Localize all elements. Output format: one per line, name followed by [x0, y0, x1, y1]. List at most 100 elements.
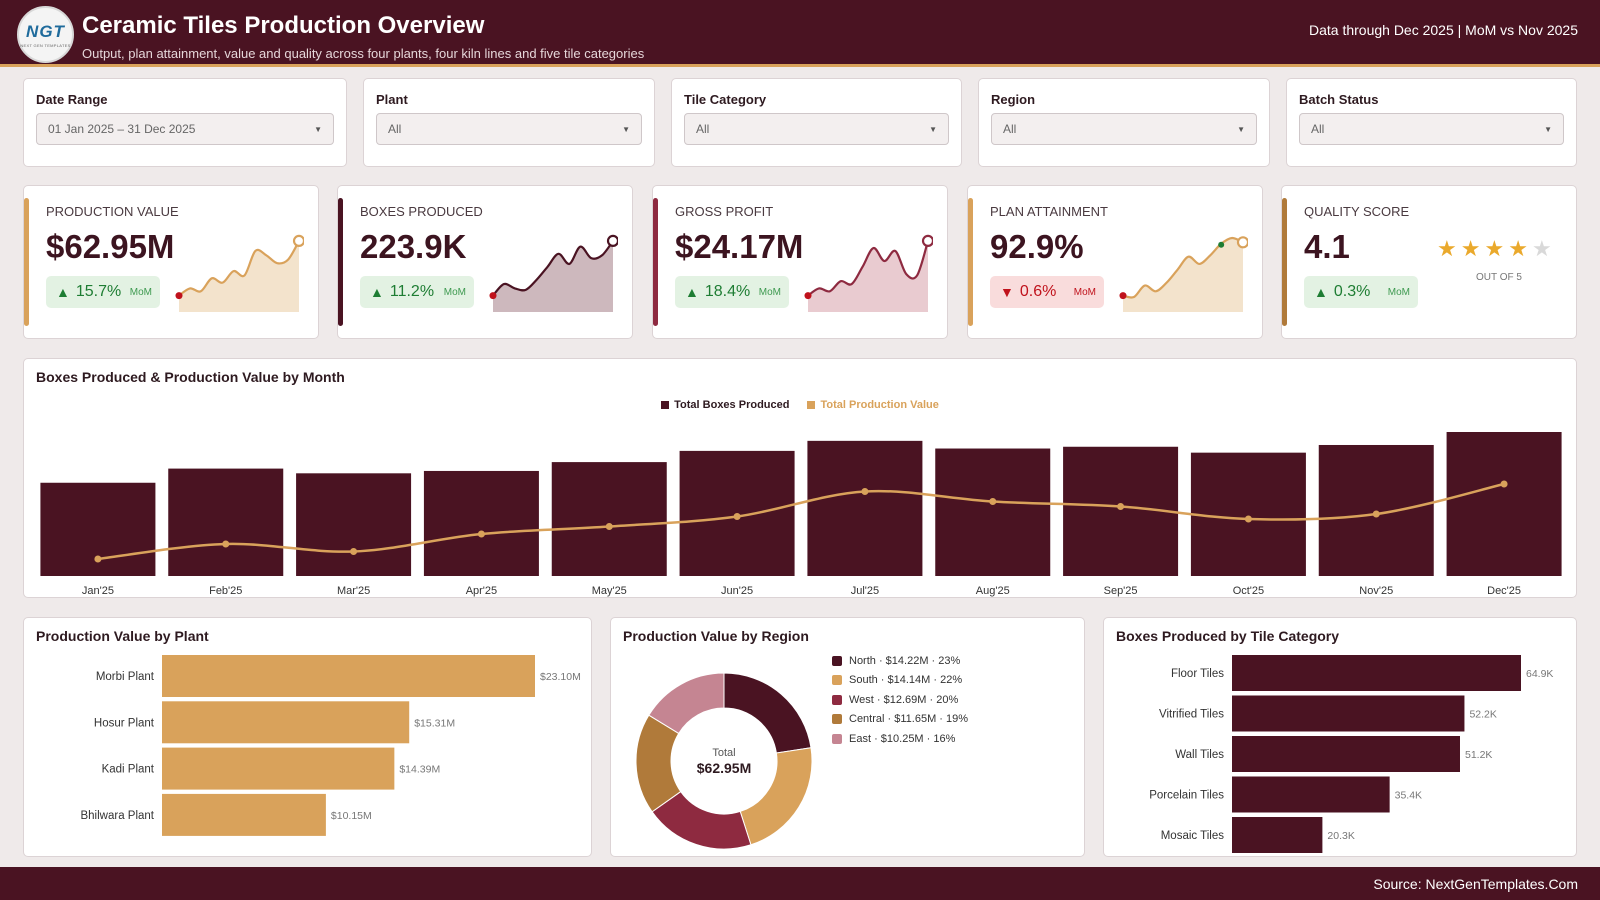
sparkline-chart: [175, 234, 304, 312]
kpi-compare: MoM: [1073, 286, 1096, 298]
caret-down-icon: ▼: [1544, 124, 1552, 134]
kpi-card-boxes-produced[interactable]: BOXES PRODUCED 223.9K ▲ 11.2% MoM: [337, 185, 633, 339]
value-point: [733, 513, 741, 520]
x-axis-tick-label: Sep'25: [1104, 585, 1138, 597]
arrow-down-icon: ▼: [1000, 284, 1014, 300]
legend-swatch: [832, 675, 842, 686]
star-icon: ★: [1437, 236, 1457, 261]
star-icon: ★: [1508, 236, 1528, 261]
legend-item[interactable]: South · $14.14M · 22%: [832, 671, 968, 691]
value-label: 52.2K: [1469, 709, 1496, 721]
dropdown-value: All: [696, 122, 710, 136]
x-axis-tick-label: May'25: [592, 585, 627, 597]
category-chart-panel: Boxes Produced by Tile Category Floor Ti…: [1103, 617, 1577, 857]
chart-title: Production Value by Plant: [36, 628, 209, 644]
kpi-value: $62.95M: [46, 228, 175, 265]
kpi-change: 0.6%: [1019, 283, 1057, 300]
category-label: Bhilwara Plant: [80, 810, 154, 822]
kpi-change: 15.7%: [75, 283, 122, 300]
month-bar: [551, 462, 667, 576]
category-label: Wall Tiles: [1175, 749, 1224, 761]
category-label: Mosaic Tiles: [1161, 830, 1225, 842]
kpi-accent-bar: [653, 198, 658, 326]
chart-legend: Total Boxes Produced Total Production Va…: [24, 399, 1576, 411]
batch-status-dropdown[interactable]: All ▼: [1299, 113, 1564, 145]
value-point: [1372, 510, 1380, 518]
category-label: Morbi Plant: [96, 671, 155, 683]
kpi-compare: MoM: [758, 286, 781, 298]
kpi-label: QUALITY SCORE: [1304, 204, 1410, 219]
chart-title: Boxes Produced & Production Value by Mon…: [36, 369, 345, 385]
legend-item[interactable]: West · $12.69M · 20%: [832, 690, 968, 710]
sparkline-area: [493, 240, 613, 312]
filter-label: Tile Category: [684, 92, 767, 107]
kpi-card-plan-attainment[interactable]: PLAN ATTAINMENT 92.9% ▼ 0.6% MoM: [967, 185, 1263, 339]
kpi-label: BOXES PRODUCED: [360, 204, 483, 219]
sparkline-start-point: [175, 292, 183, 300]
month-bar: [935, 448, 1051, 576]
value-point: [222, 540, 230, 548]
sparkline-end-point: [606, 234, 618, 247]
sparkline-area: [179, 240, 299, 312]
kpi-label: PRODUCTION VALUE: [46, 204, 179, 219]
arrow-up-icon: ▲: [56, 284, 70, 300]
kpi-compare: MoM: [129, 286, 152, 298]
legend-item[interactable]: Central · $11.65M · 19%: [832, 710, 968, 730]
sparkline-start-point: [804, 292, 812, 300]
legend-swatch: [661, 401, 670, 409]
filter-plant: Plant All ▼: [363, 78, 655, 167]
region-dropdown[interactable]: All ▼: [991, 113, 1257, 145]
filter-label: Batch Status: [1299, 92, 1379, 107]
month-bar: [807, 440, 923, 576]
legend-item[interactable]: North · $14.22M · 23%: [832, 651, 968, 671]
arrow-up-icon: ▲: [685, 284, 699, 300]
kpi-change-badge: ▲ 18.4% MoM: [675, 276, 789, 308]
sparkline-start-point: [489, 292, 497, 300]
legend-item[interactable]: East · $10.25M · 16%: [832, 729, 968, 749]
x-axis-tick-label: Jul'25: [851, 585, 879, 597]
date-range-dropdown[interactable]: 01 Jan 2025 – 31 Dec 2025 ▼: [36, 113, 334, 145]
tile-category-dropdown[interactable]: All ▼: [684, 113, 949, 145]
kpi-compare: MoM: [1387, 286, 1410, 298]
value-label: 51.2K: [1465, 749, 1492, 761]
value-label: 35.4K: [1395, 790, 1422, 802]
value-point: [605, 523, 613, 530]
sparkline-chart: [1119, 236, 1248, 312]
kpi-accent-bar: [24, 198, 29, 326]
value-label: 64.9K: [1526, 668, 1553, 680]
logo-tagline: NEXT GEN TEMPLATES: [20, 42, 71, 48]
sparkline-end-point: [292, 234, 304, 247]
kpi-accent-bar: [1282, 198, 1287, 326]
month-bar: [168, 468, 284, 576]
monthly-chart-panel: Boxes Produced & Production Value by Mon…: [23, 358, 1577, 598]
dropdown-value: All: [1311, 122, 1325, 136]
plant-dropdown[interactable]: All ▼: [376, 113, 642, 145]
page-title: Ceramic Tiles Production Overview: [82, 12, 485, 39]
legend-item-value[interactable]: Total Production Value: [807, 399, 939, 411]
category-bar: [162, 655, 535, 697]
kpi-change: 11.2%: [389, 283, 435, 300]
donut-center-value: $62.95M: [697, 760, 751, 776]
donut-slice: [723, 672, 812, 754]
kpi-change: 18.4%: [704, 283, 751, 300]
x-axis-tick-label: Feb'25: [209, 585, 242, 597]
kpi-value: 223.9K: [360, 228, 467, 265]
kpi-card-production-value[interactable]: PRODUCTION VALUE $62.95M ▲ 15.7% MoM: [23, 185, 319, 339]
caret-down-icon: ▼: [1237, 124, 1245, 134]
sparkline-end-point: [1236, 236, 1248, 249]
kpi-card-quality-score[interactable]: QUALITY SCORE 4.1 ▲ 0.3% MoM ★ ★ ★ ★ ★ OUT OF …: [1281, 185, 1577, 339]
category-label: Hosur Plant: [94, 717, 155, 729]
filter-region: Region All ▼: [978, 78, 1270, 167]
sparkline-line: [492, 240, 614, 297]
legend-label: Total Boxes Produced: [674, 399, 790, 411]
month-bar: [1446, 432, 1562, 576]
kpi-card-gross-profit[interactable]: GROSS PROFIT $24.17M ▲ 18.4% MoM: [652, 185, 948, 339]
region-donut-chart: Total$62.95M: [635, 672, 813, 850]
legend-swatch: [832, 694, 842, 705]
value-point: [477, 530, 485, 538]
legend-label: East · $10.25M · 16%: [849, 732, 956, 745]
x-axis-tick-label: Jan'25: [82, 585, 114, 597]
legend-item-boxes[interactable]: Total Boxes Produced: [661, 399, 789, 411]
kpi-change-badge: ▲ 0.3% MoM: [1304, 276, 1418, 308]
sparkline-peak-point: [1218, 241, 1225, 248]
